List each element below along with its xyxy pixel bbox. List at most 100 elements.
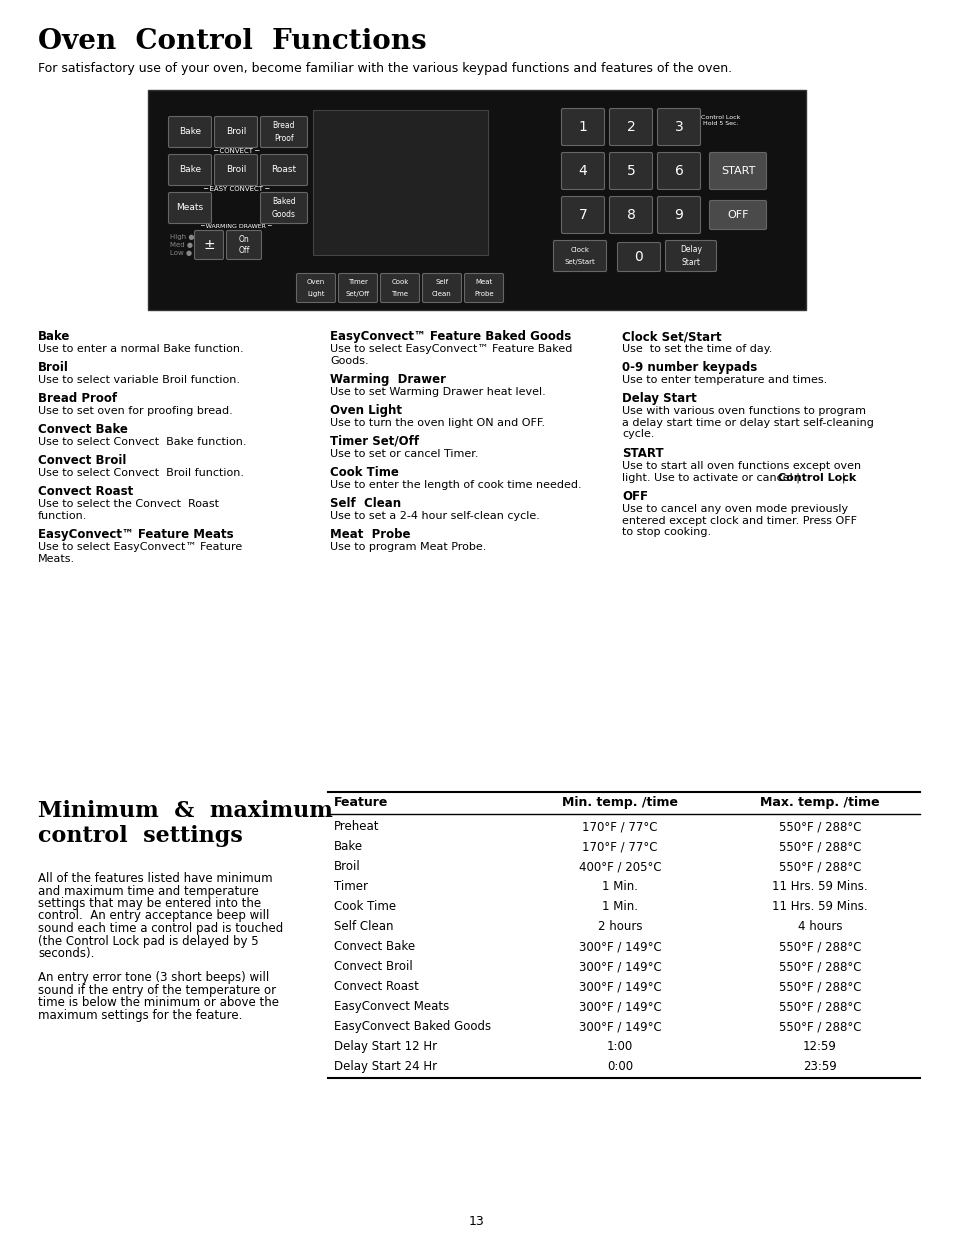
Text: sound each time a control pad is touched: sound each time a control pad is touched (38, 923, 283, 935)
Text: 1 Min.: 1 Min. (601, 881, 638, 893)
FancyBboxPatch shape (260, 193, 307, 224)
Text: Timer: Timer (348, 279, 368, 285)
Text: Use to select variable Broil function.: Use to select variable Broil function. (38, 375, 240, 385)
Text: Minimum  &  maximum
control  settings: Minimum & maximum control settings (38, 800, 333, 847)
Text: Clean: Clean (432, 290, 452, 296)
Text: Broil: Broil (226, 127, 246, 137)
Text: 300°F / 149°C: 300°F / 149°C (578, 1000, 660, 1013)
Text: Cook: Cook (391, 279, 408, 285)
Text: Control Lock: Control Lock (778, 473, 856, 483)
Text: Max. temp. /time: Max. temp. /time (760, 797, 879, 809)
FancyBboxPatch shape (609, 196, 652, 233)
Bar (313, 110, 488, 254)
Bar (148, 90, 805, 310)
Text: Goods: Goods (272, 210, 295, 219)
Text: START: START (621, 447, 663, 459)
Text: Med ●: Med ● (170, 242, 193, 248)
Text: 8: 8 (626, 207, 635, 222)
Text: Min. temp. /time: Min. temp. /time (561, 797, 678, 809)
FancyBboxPatch shape (657, 196, 700, 233)
Text: 550°F / 288°C: 550°F / 288°C (778, 1020, 861, 1032)
Text: Proof: Proof (274, 133, 294, 143)
Text: Oven Light: Oven Light (330, 404, 401, 417)
Text: Use to start all oven functions except oven
light. Use to activate or cancel |  : Use to start all oven functions except o… (621, 461, 861, 483)
Text: Bake: Bake (334, 840, 363, 853)
FancyBboxPatch shape (169, 116, 212, 147)
FancyBboxPatch shape (617, 242, 659, 272)
Text: Use with various oven functions to program
a delay start time or delay start sel: Use with various oven functions to progr… (621, 406, 873, 440)
Text: Use to set a 2-4 hour self-clean cycle.: Use to set a 2-4 hour self-clean cycle. (330, 511, 539, 521)
Text: Convect Broil: Convect Broil (38, 454, 126, 467)
FancyBboxPatch shape (214, 154, 257, 185)
Text: High ●: High ● (170, 233, 194, 240)
Text: Light: Light (307, 290, 324, 296)
Text: Convect Bake: Convect Bake (38, 424, 128, 436)
FancyBboxPatch shape (561, 196, 604, 233)
Text: maximum settings for the feature.: maximum settings for the feature. (38, 1009, 242, 1023)
Text: Probe: Probe (474, 290, 494, 296)
FancyBboxPatch shape (709, 200, 765, 230)
Text: Use to set oven for proofing bread.: Use to set oven for proofing bread. (38, 406, 233, 416)
Text: 300°F / 149°C: 300°F / 149°C (578, 981, 660, 993)
Text: Convect Broil: Convect Broil (334, 960, 413, 973)
FancyBboxPatch shape (561, 152, 604, 189)
Text: 170°F / 77°C: 170°F / 77°C (581, 820, 657, 832)
Text: For satisfactory use of your oven, become familiar with the various keypad funct: For satisfactory use of your oven, becom… (38, 62, 731, 75)
Text: sound if the entry of the temperature or: sound if the entry of the temperature or (38, 984, 275, 997)
Text: EasyConvect Baked Goods: EasyConvect Baked Goods (334, 1020, 491, 1032)
Text: Use to program Meat Probe.: Use to program Meat Probe. (330, 542, 486, 552)
Text: 550°F / 288°C: 550°F / 288°C (778, 820, 861, 832)
Text: 170°F / 77°C: 170°F / 77°C (581, 840, 657, 853)
FancyBboxPatch shape (561, 109, 604, 146)
Text: Low ●: Low ● (170, 249, 192, 256)
Text: Convect Roast: Convect Roast (38, 485, 133, 498)
Text: Use to select EasyConvect™ Feature Baked
Goods.: Use to select EasyConvect™ Feature Baked… (330, 345, 572, 366)
Text: 1 Min.: 1 Min. (601, 900, 638, 913)
Text: Time: Time (391, 290, 408, 296)
FancyBboxPatch shape (609, 109, 652, 146)
FancyBboxPatch shape (338, 273, 377, 303)
Text: (the Control Lock pad is delayed by 5: (the Control Lock pad is delayed by 5 (38, 935, 258, 947)
Text: Convect Roast: Convect Roast (334, 981, 418, 993)
Text: 13: 13 (469, 1215, 484, 1228)
Text: 2 hours: 2 hours (598, 920, 641, 932)
Text: 4 hours: 4 hours (797, 920, 841, 932)
FancyBboxPatch shape (169, 193, 212, 224)
Text: Convect Bake: Convect Bake (334, 940, 415, 953)
Text: Delay Start 24 Hr: Delay Start 24 Hr (334, 1060, 436, 1073)
FancyBboxPatch shape (464, 273, 503, 303)
Text: All of the features listed have minimum: All of the features listed have minimum (38, 872, 273, 885)
FancyBboxPatch shape (657, 152, 700, 189)
Text: Delay Start: Delay Start (621, 391, 696, 405)
Text: Meats: Meats (176, 204, 203, 212)
Text: 4: 4 (578, 164, 587, 178)
Text: Bake: Bake (179, 127, 201, 137)
Text: Roast: Roast (272, 165, 296, 174)
Text: control.  An entry acceptance beep will: control. An entry acceptance beep will (38, 909, 269, 923)
Text: 9: 9 (674, 207, 682, 222)
Text: ─ CONVECT ─: ─ CONVECT ─ (213, 148, 259, 154)
Text: Broil: Broil (334, 860, 360, 873)
Text: Timer: Timer (334, 881, 368, 893)
Text: Use to select Convect  Bake function.: Use to select Convect Bake function. (38, 437, 246, 447)
Text: EasyConvect™ Feature Baked Goods: EasyConvect™ Feature Baked Goods (330, 330, 571, 343)
Text: 11 Hrs. 59 Mins.: 11 Hrs. 59 Mins. (771, 900, 867, 913)
Text: Feature: Feature (334, 797, 388, 809)
Text: Use to set Warming Drawer heat level.: Use to set Warming Drawer heat level. (330, 387, 545, 396)
Text: Off: Off (238, 246, 250, 256)
FancyBboxPatch shape (609, 152, 652, 189)
Text: Set/Off: Set/Off (346, 290, 370, 296)
Text: Use to select EasyConvect™ Feature
Meats.: Use to select EasyConvect™ Feature Meats… (38, 542, 242, 563)
FancyBboxPatch shape (214, 116, 257, 147)
Text: Self Clean: Self Clean (334, 920, 393, 932)
FancyBboxPatch shape (260, 116, 307, 147)
FancyBboxPatch shape (709, 152, 765, 189)
Text: Use to enter a normal Bake function.: Use to enter a normal Bake function. (38, 345, 243, 354)
Text: Use to turn the oven light ON and OFF.: Use to turn the oven light ON and OFF. (330, 417, 544, 429)
Text: 1: 1 (578, 120, 587, 135)
Text: 7: 7 (578, 207, 587, 222)
Text: 23:59: 23:59 (802, 1060, 836, 1073)
Text: Meat  Probe: Meat Probe (330, 529, 410, 541)
Text: Preheat: Preheat (334, 820, 379, 832)
FancyBboxPatch shape (657, 109, 700, 146)
